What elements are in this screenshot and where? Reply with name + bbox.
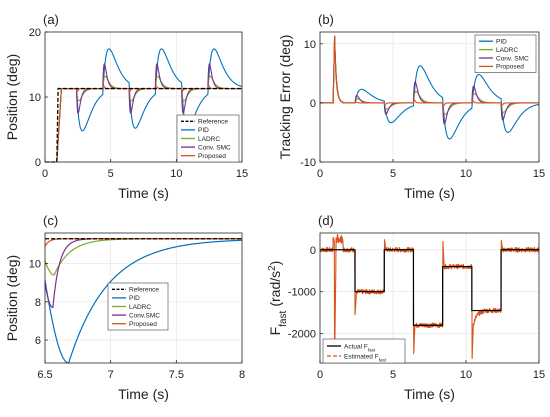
panel-label: (d) [318,213,334,228]
legend-label: PID [198,127,209,134]
x-tick-label: 8 [239,369,245,381]
panel-d: Ffast (rad/s2) 0 5 10 15 -2000 -1000 0 Time (s) (d… [267,213,546,402]
legend-label: Conv. SMC [198,144,231,151]
panel-label: (c) [43,213,58,228]
x-tick-label: 5 [390,168,396,180]
legend-label: Reference [198,119,228,126]
legend-label: Conv.SMC [129,312,160,319]
x-axis-label: Time (s) [404,386,455,402]
y-tick-label: 10 [29,259,41,271]
panel-a: Position (deg) 0 5 10 15 0 10 20 Time (s) (a) Refe… [4,12,248,201]
y-tick-label: -10 [300,157,316,169]
x-tick-label: 0 [317,168,323,180]
y-label-subscript: fast [278,310,289,326]
x-tick-label: 5 [390,369,396,381]
x-tick-label: 7 [108,369,114,381]
x-axis-label: Time (s) [404,185,455,201]
x-tick-label: 15 [533,369,545,381]
legend-label: Proposed [129,321,157,328]
x-axis-label: Time (s) [118,386,169,402]
y-tick-label: 0 [310,98,316,110]
y-label-unit-close: ) [267,261,283,266]
legend-label: Estimated Ffast [344,353,387,362]
y-label-superscript: 2 [267,265,278,271]
x-tick-label: 10 [170,168,182,180]
y-label-main: F [267,327,283,336]
y-axis-label: Position (deg) [4,54,20,140]
series-pid [44,239,243,364]
y-axis-label: Ffast (rad/s2) [267,261,289,336]
series-proposed [319,35,540,107]
y-tick-label: 10 [304,39,316,51]
y-tick-label: -1000 [288,287,316,299]
y-label-unit: (rad/s [267,271,283,307]
legend-label: PID [129,295,140,302]
x-tick-label: 0 [317,369,323,381]
x-tick-label: 10 [460,369,472,381]
y-axis-label: Tracking Error (deg) [277,35,293,160]
y-tick-label: 0 [310,245,316,257]
legend-label: Proposed [496,64,524,71]
legend-subscript: fast [379,357,387,362]
x-tick-label: 6.5 [37,369,52,381]
x-tick-label: 5 [108,168,114,180]
x-tick-label: 7.5 [169,369,184,381]
legend-label: PID [496,39,507,46]
legend-label: LADRC [496,47,518,54]
x-tick-label: 15 [236,168,248,180]
y-tick-label: 8 [35,297,41,309]
y-tick-label: 10 [29,92,41,104]
x-axis-label: Time (s) [118,185,169,201]
x-tick-label: 15 [533,168,545,180]
series-actual [320,249,539,326]
legend-label: LADRC [198,136,220,143]
y-tick-label: 0 [35,157,41,169]
axes-frame [319,31,540,163]
x-tick-label: 10 [460,168,472,180]
axes-frame [44,232,243,364]
series-reference [45,87,242,163]
legend-label: Actual Ffast [344,343,376,352]
x-tick-label: 0 [42,168,48,180]
y-axis-label: Position (deg) [4,255,20,341]
panel-label: (a) [43,12,59,27]
y-tick-label: 20 [29,27,41,39]
axes-frame [319,232,540,364]
legend-label: Conv. SMC [496,55,529,62]
legend-subscript: fast [368,347,376,352]
legend-label: LADRC [129,304,151,311]
panel-c: Position (deg) 6.5 7 7.5 8 6 8 10 Time (s) (c) Ref… [4,213,245,402]
y-tick-label: 6 [35,335,41,347]
y-tick-label: -2000 [288,329,316,341]
legend-label: Proposed [198,153,226,160]
legend-box [322,338,406,364]
panel-label: (b) [318,12,334,27]
legend-label: Reference [129,287,159,294]
